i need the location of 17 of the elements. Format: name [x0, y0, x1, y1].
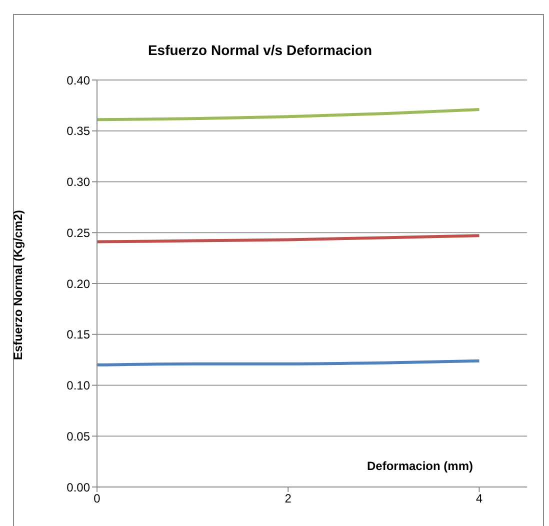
x-tick-label: 2: [284, 492, 292, 506]
line-series: [97, 108, 481, 122]
line-series: [97, 234, 481, 244]
y-tick-label: 0.20: [66, 276, 90, 291]
x-axis-title: Deformacion (mm): [366, 459, 474, 473]
y-tick-label: 0.40: [66, 73, 90, 88]
y-tick-label: 0.25: [66, 226, 90, 240]
y-tick-label: 0.35: [66, 124, 90, 138]
y-axis-title: Esfuerzo Normal (Kg/cm2): [11, 210, 25, 360]
x-tick-label: 4: [476, 492, 483, 506]
x-tick-label: 0: [94, 492, 101, 506]
chart-title: Esfuerzo Normal v/s Deformacion: [148, 42, 372, 58]
y-tick-label: 0.10: [66, 378, 90, 393]
y-tick-label: 0.15: [66, 328, 90, 342]
y-tick-label: 0.00: [66, 480, 90, 494]
y-tick-label: 0.30: [66, 175, 90, 190]
y-tick-label: 0.05: [66, 429, 90, 444]
